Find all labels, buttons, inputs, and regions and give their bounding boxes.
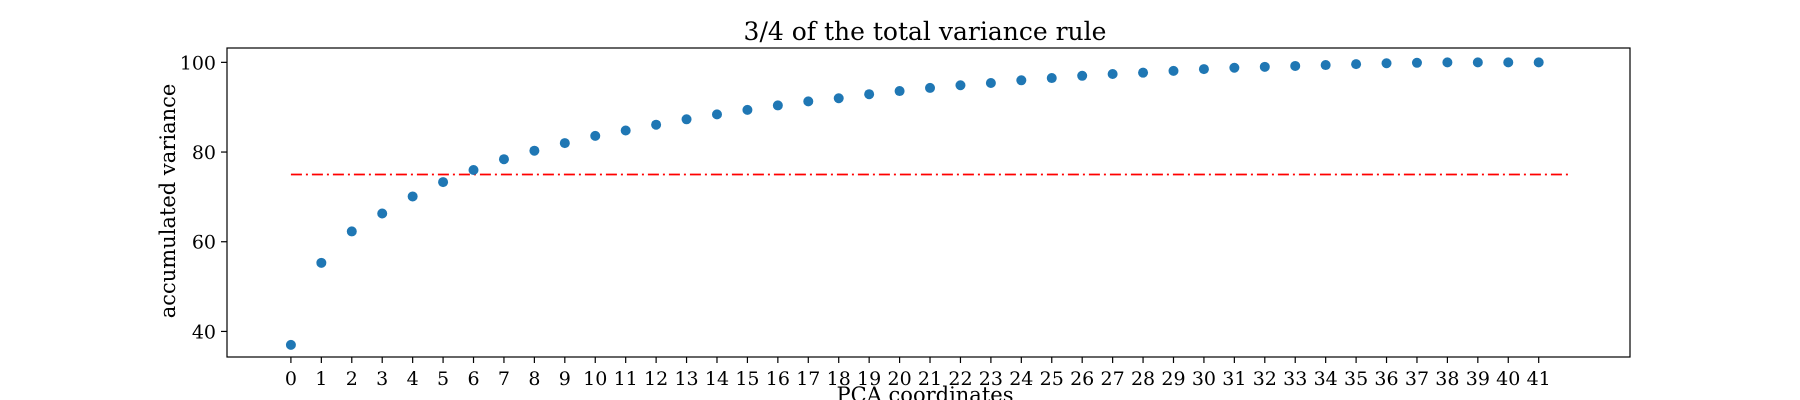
data-point [985, 77, 996, 88]
chart-title: 3/4 of the total variance rule [744, 17, 1107, 46]
data-point [651, 119, 662, 130]
data-point [377, 208, 388, 219]
y-tick-label: 80 [192, 142, 216, 164]
data-point [772, 100, 783, 111]
x-tick-label: 15 [735, 368, 759, 390]
data-point [620, 125, 631, 136]
x-tick-label: 5 [437, 368, 449, 390]
data-point [498, 154, 509, 165]
y-axis-label: accumulated variance [156, 84, 180, 319]
data-point [559, 138, 570, 149]
x-tick-label: 27 [1101, 368, 1125, 390]
data-point [681, 114, 692, 125]
x-tick-label: 8 [528, 368, 540, 390]
data-point [711, 109, 722, 120]
x-tick-label: 24 [1009, 368, 1033, 390]
data-point [1442, 57, 1453, 68]
x-tick-label: 23 [979, 368, 1003, 390]
x-tick-label: 4 [407, 368, 419, 390]
x-tick-label: 10 [583, 368, 607, 390]
x-tick-label: 41 [1527, 368, 1551, 390]
x-tick-label: 30 [1192, 368, 1216, 390]
data-point [1533, 57, 1544, 68]
plot-frame [226, 47, 1631, 358]
data-point [1016, 75, 1027, 86]
data-point [742, 104, 753, 115]
x-tick-label: 11 [614, 368, 638, 390]
y-tick-label: 60 [192, 232, 216, 254]
data-point [1411, 57, 1422, 68]
data-point [1351, 59, 1362, 70]
data-point [316, 257, 327, 268]
data-point [803, 96, 814, 107]
x-tick-label: 19 [857, 368, 881, 390]
x-tick-label: 9 [559, 368, 571, 390]
y-tick-label: 100 [180, 52, 216, 74]
x-tick-label: 26 [1070, 368, 1094, 390]
x-tick-label: 33 [1283, 368, 1307, 390]
data-point [1138, 67, 1149, 78]
data-point [1320, 60, 1331, 71]
x-tick-label: 16 [766, 368, 790, 390]
x-tick-label: 31 [1222, 368, 1246, 390]
data-point [925, 82, 936, 93]
x-tick-label: 6 [467, 368, 479, 390]
data-point [833, 93, 844, 104]
data-point [529, 145, 540, 156]
x-tick-label: 38 [1435, 368, 1459, 390]
data-point [1381, 58, 1392, 69]
data-point [1077, 70, 1088, 81]
x-tick-label: 0 [285, 368, 297, 390]
data-point [346, 226, 357, 237]
data-point [864, 89, 875, 100]
x-tick-label: 18 [827, 368, 851, 390]
x-tick-label: 34 [1314, 368, 1338, 390]
x-tick-label: 28 [1131, 368, 1155, 390]
plot-area: 0 1 2 3 4 5 6 7 8 9 10 11 12 13 14 15 16 17 18 19 20 21 22 23 24… [180, 47, 1631, 390]
y-tick-label: 40 [192, 321, 216, 343]
data-point [1472, 57, 1483, 68]
data-point [1168, 65, 1179, 76]
x-tick-label: 36 [1374, 368, 1398, 390]
data-point [955, 80, 966, 91]
x-tick-label: 17 [796, 368, 820, 390]
x-tick-label: 35 [1344, 368, 1368, 390]
data-point [590, 130, 601, 141]
x-tick-label: 32 [1253, 368, 1277, 390]
x-tick-label: 25 [1040, 368, 1064, 390]
data-point [468, 164, 479, 175]
data-point [285, 339, 296, 350]
x-tick-label: 1 [315, 368, 327, 390]
x-tick-label: 21 [918, 368, 942, 390]
data-point [1107, 69, 1118, 80]
x-tick-label: 20 [887, 368, 911, 390]
x-tick-label: 2 [346, 368, 358, 390]
x-tick-label: 39 [1466, 368, 1490, 390]
x-tick-label: 3 [376, 368, 388, 390]
x-tick-label: 12 [644, 368, 668, 390]
x-tick-label: 40 [1496, 368, 1520, 390]
x-tick-label: 13 [674, 368, 698, 390]
data-point [407, 191, 418, 202]
data-point [438, 177, 449, 188]
data-point [1229, 62, 1240, 73]
x-tick-label: 37 [1405, 368, 1429, 390]
x-axis-label: PCA coordinates [837, 383, 1014, 400]
x-tick-label: 14 [705, 368, 729, 390]
data-point [894, 86, 905, 97]
data-point [1259, 61, 1270, 72]
data-point [1503, 57, 1514, 68]
x-tick-label: 22 [948, 368, 972, 390]
data-point [1198, 64, 1209, 75]
data-point [1290, 60, 1301, 71]
x-tick-label: 29 [1161, 368, 1185, 390]
x-tick-label: 7 [498, 368, 510, 390]
data-point [1046, 73, 1057, 84]
